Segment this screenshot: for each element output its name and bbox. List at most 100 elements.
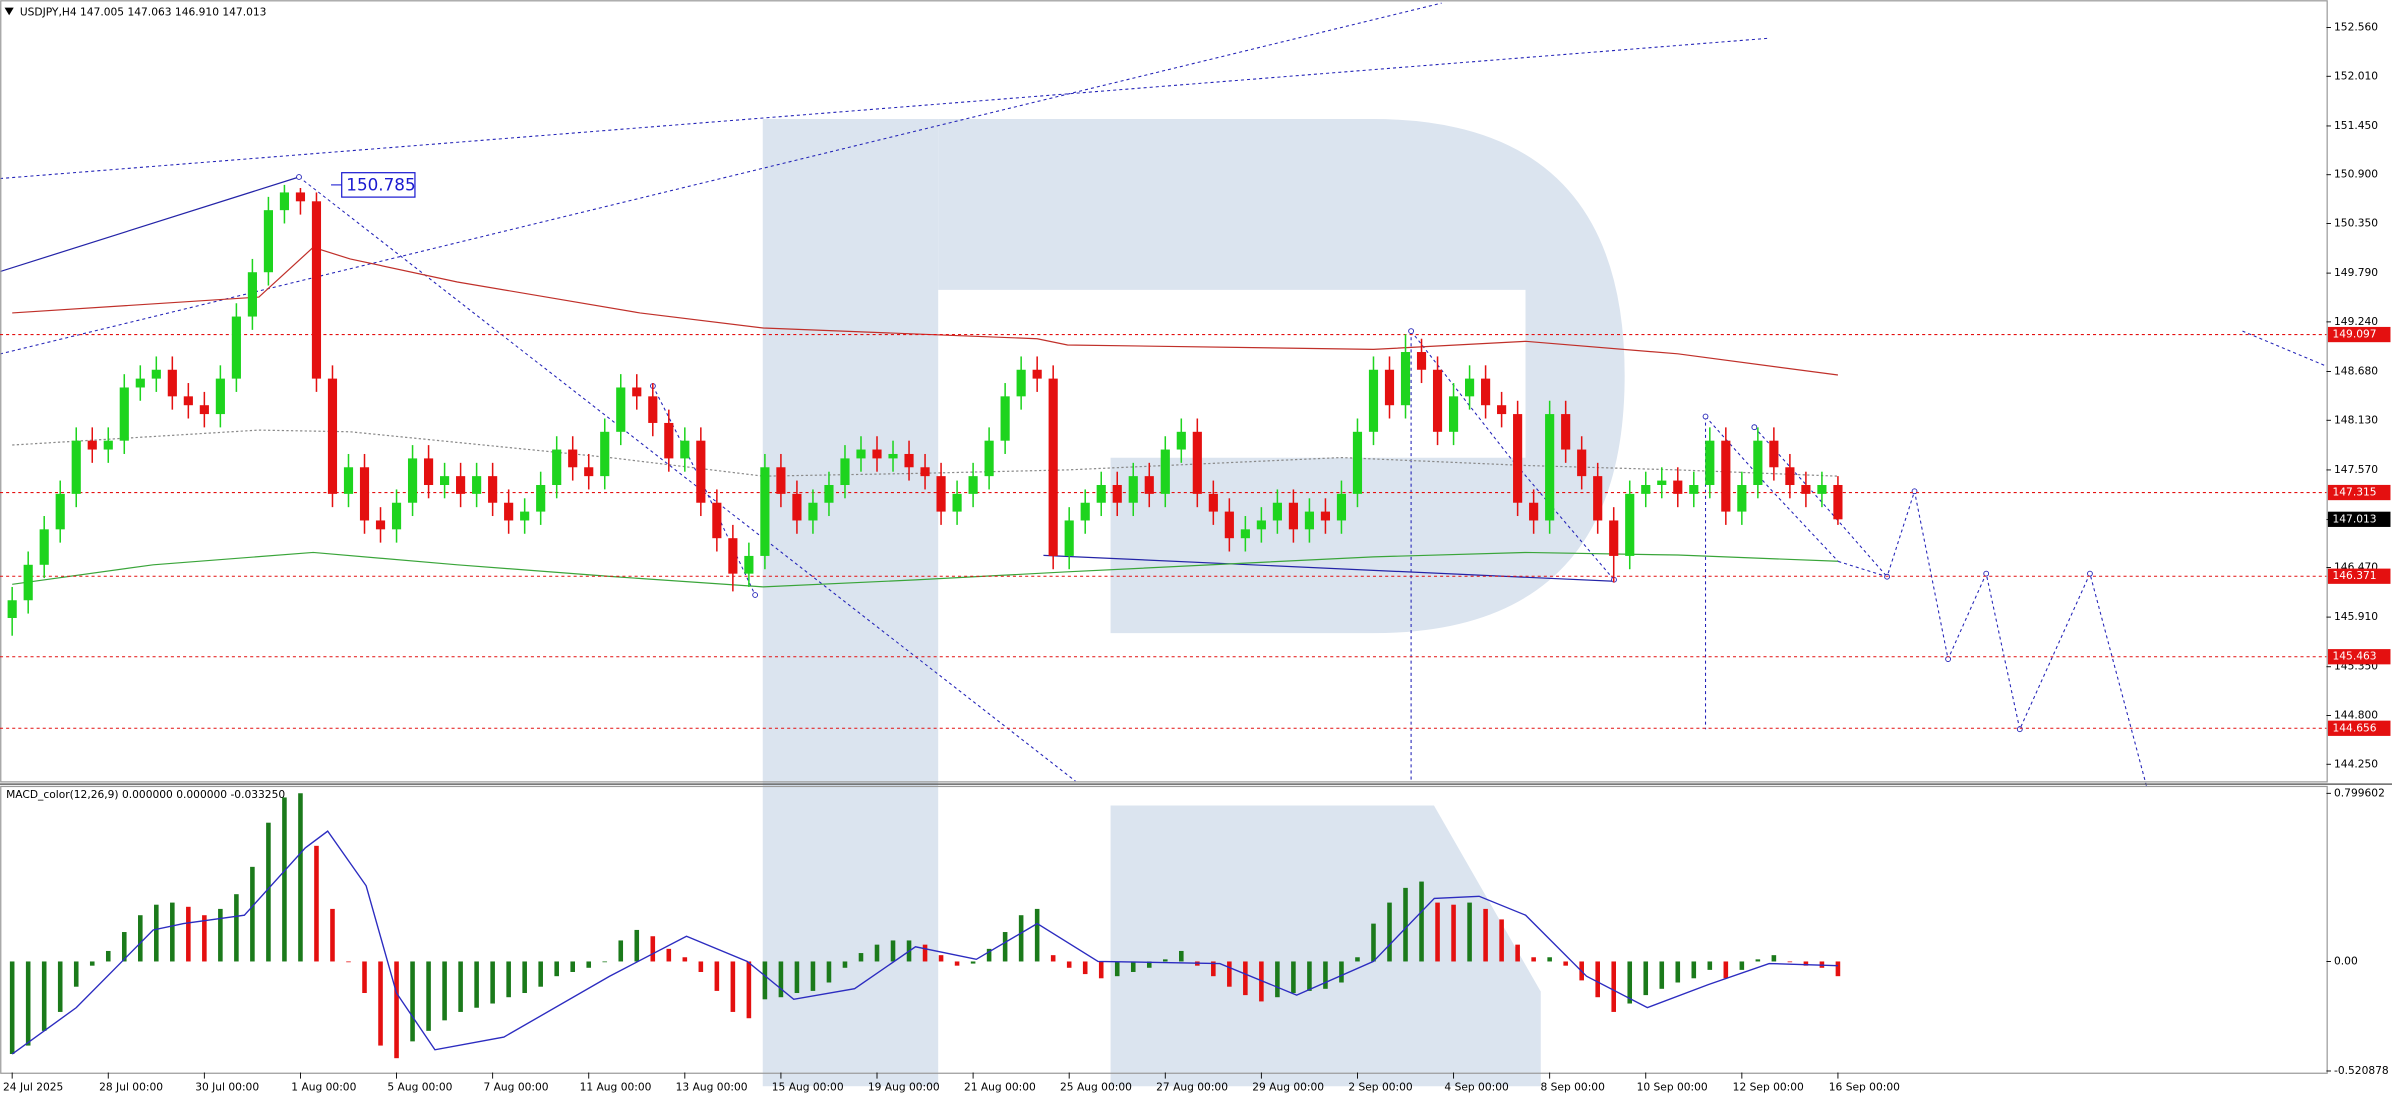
candle-body <box>1641 485 1651 494</box>
candle-body <box>407 458 418 503</box>
x-tick-label: 25 Aug 00:00 <box>1060 1081 1132 1094</box>
candle-body <box>1609 520 1619 556</box>
macd-bar <box>1291 961 1296 994</box>
macd-title: MACD_color(12,26,9) 0.000000 0.000000 -0… <box>6 788 285 801</box>
candle-body <box>343 467 354 494</box>
x-tick-label: 7 Aug 00:00 <box>483 1081 548 1094</box>
macd-bar <box>89 961 95 966</box>
macd-bar <box>362 961 367 994</box>
candle-body <box>1080 502 1090 521</box>
candle-body <box>744 555 754 574</box>
candle-body <box>23 564 33 601</box>
last-price-box <box>2327 511 2391 527</box>
macd-bar <box>682 957 688 962</box>
candle-body <box>504 502 514 521</box>
candle-body <box>472 476 482 494</box>
candle-body <box>215 378 225 415</box>
macd-bar <box>442 961 447 1021</box>
level-label: 147.315 <box>2333 486 2377 499</box>
candle-body <box>1513 414 1523 503</box>
macd-bar <box>586 961 592 968</box>
y-tick-label: 148.680 <box>2334 365 2378 378</box>
candle-body <box>1032 369 1042 379</box>
macd-bar <box>202 915 207 962</box>
level-label-box <box>2327 568 2391 584</box>
wave-point <box>296 174 302 180</box>
macd-bar <box>826 961 832 983</box>
wave-point <box>1911 488 1918 495</box>
x-tick-label: 29 Aug 00:00 <box>1252 1081 1324 1094</box>
macd-bar <box>1355 957 1360 962</box>
candle-body <box>1448 396 1459 432</box>
macd-bar <box>394 961 399 1059</box>
candle-body <box>1208 493 1218 512</box>
candle-body <box>1336 493 1347 521</box>
channel-line <box>0 37 1770 180</box>
candle-body <box>7 600 17 618</box>
macd-bar <box>1755 959 1761 962</box>
macd-bar <box>618 940 624 962</box>
y-tick-label: 147.570 <box>2334 463 2378 476</box>
candle-body <box>423 458 434 486</box>
macd-bar <box>1627 961 1633 1004</box>
macd-bar <box>426 961 431 1031</box>
macd-bar <box>1002 932 1008 962</box>
candle-body <box>584 467 594 477</box>
candle-body <box>1529 502 1539 521</box>
watermark-leg <box>1110 805 1541 1087</box>
macd-bar <box>778 961 784 998</box>
wave-point <box>2016 726 2023 733</box>
macd-bar <box>522 961 527 994</box>
candle-body <box>359 467 370 521</box>
candle-body <box>920 467 930 477</box>
candle-body <box>55 493 65 530</box>
macd-bar <box>842 961 848 968</box>
candle-body <box>968 476 978 494</box>
last-price-label: 147.013 <box>2333 512 2377 525</box>
level-label-box <box>2327 484 2391 501</box>
candle-body <box>1096 485 1106 503</box>
candle-body <box>1561 414 1571 450</box>
candle-body <box>904 453 914 468</box>
candle-body <box>552 449 562 486</box>
candle-body <box>1064 520 1074 556</box>
macd-bar <box>602 961 608 963</box>
macd-bar <box>1499 919 1504 962</box>
macd-bar <box>1739 961 1745 970</box>
candle-body <box>632 387 642 397</box>
candle-body <box>440 476 450 486</box>
moving-average <box>12 429 1838 477</box>
macd-bar <box>1050 955 1056 962</box>
wave-point <box>1945 656 1951 662</box>
wave-line <box>1410 330 1615 581</box>
macd-bar <box>346 961 351 963</box>
candle-body <box>1801 485 1811 494</box>
macd-bar <box>9 961 15 1054</box>
macd-bar <box>105 950 111 962</box>
macd-bar <box>282 797 287 962</box>
candle-body <box>311 201 322 379</box>
candle-body <box>119 387 129 441</box>
candle-body <box>456 476 466 494</box>
macd-bar <box>458 961 463 1012</box>
level-label-box <box>2327 649 2391 665</box>
macd-bar <box>1275 961 1280 998</box>
candle-body <box>680 440 690 459</box>
macd-bar <box>938 955 944 962</box>
macd-bar <box>1803 961 1809 966</box>
x-tick-label: 16 Sep 00:00 <box>1829 1081 1900 1094</box>
macd-bar <box>1307 961 1312 991</box>
y-tick-label: 0.00 <box>2334 954 2358 967</box>
x-tick-label: 27 Aug 00:00 <box>1156 1081 1228 1094</box>
macd-bar <box>762 961 768 1000</box>
candle-body <box>1400 352 1411 406</box>
macd-bar <box>330 908 335 962</box>
candle-body <box>1657 480 1667 486</box>
candle-body <box>279 192 290 211</box>
x-tick-label: 30 Jul 00:00 <box>195 1081 259 1094</box>
trend-line <box>0 176 300 273</box>
macd-bar <box>314 845 319 962</box>
candle-body <box>1833 485 1843 520</box>
level-label: 144.656 <box>2333 721 2377 734</box>
macd-bar <box>1723 961 1729 979</box>
